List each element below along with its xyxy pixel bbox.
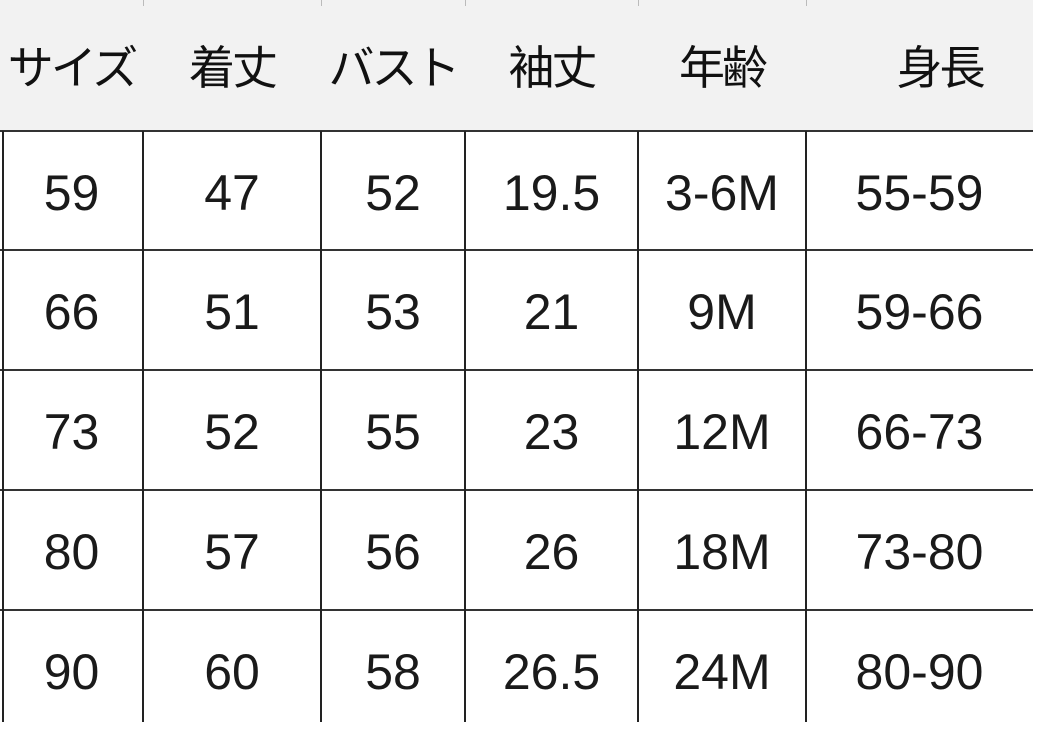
cell-age: 9M xyxy=(687,284,757,340)
cell-height: 73-80 xyxy=(855,524,984,580)
column-divider xyxy=(142,131,144,722)
cell-size: 80 xyxy=(43,524,100,580)
header-age: 年齢 xyxy=(679,41,768,95)
header-height: 身長 xyxy=(896,41,986,95)
cell-length: 51 xyxy=(204,284,260,340)
header-size: サイズ xyxy=(7,41,139,95)
header-tick xyxy=(638,0,639,6)
cell-height: 80-90 xyxy=(855,644,984,700)
cell-sleeve: 19.5 xyxy=(502,165,601,221)
header-bust: バスト xyxy=(328,41,461,95)
row-divider xyxy=(0,489,1033,491)
cell-sleeve: 23 xyxy=(523,404,580,460)
cell-sleeve: 21 xyxy=(523,284,580,340)
cell-length: 57 xyxy=(204,524,260,580)
cell-height: 55-59 xyxy=(855,165,984,221)
cell-height: 59-66 xyxy=(855,284,984,340)
cell-length: 47 xyxy=(204,165,260,221)
cell-size: 90 xyxy=(43,644,100,700)
cell-size: 59 xyxy=(43,165,100,221)
cell-age: 12M xyxy=(673,404,771,460)
cell-bust: 56 xyxy=(365,524,421,580)
cell-length: 52 xyxy=(204,404,260,460)
cell-sleeve: 26.5 xyxy=(502,644,601,700)
cell-bust: 52 xyxy=(365,165,421,221)
cell-bust: 55 xyxy=(365,404,421,460)
cell-size: 73 xyxy=(43,404,100,460)
cell-age: 24M xyxy=(673,644,771,700)
cell-bust: 58 xyxy=(365,644,421,700)
row-divider xyxy=(0,609,1033,611)
header-length: 着丈 xyxy=(189,41,278,95)
cell-size: 66 xyxy=(43,284,100,340)
cell-age: 18M xyxy=(673,524,771,580)
row-divider xyxy=(0,130,1033,132)
cell-age: 3-6M xyxy=(665,165,779,221)
size-chart-header-row xyxy=(0,0,1033,131)
cell-bust: 53 xyxy=(365,284,421,340)
column-divider xyxy=(805,131,807,722)
row-divider xyxy=(0,249,1033,251)
cell-length: 60 xyxy=(204,644,260,700)
header-sleeve: 袖丈 xyxy=(508,41,598,95)
row-divider xyxy=(0,369,1033,371)
column-divider xyxy=(637,131,639,722)
column-divider xyxy=(2,131,4,722)
header-tick xyxy=(806,0,807,6)
header-tick xyxy=(465,0,466,6)
column-divider xyxy=(320,131,322,722)
cell-sleeve: 26 xyxy=(523,524,580,580)
cell-height: 66-73 xyxy=(855,404,984,460)
header-tick xyxy=(143,0,144,6)
column-divider xyxy=(464,131,466,722)
header-tick xyxy=(321,0,322,6)
